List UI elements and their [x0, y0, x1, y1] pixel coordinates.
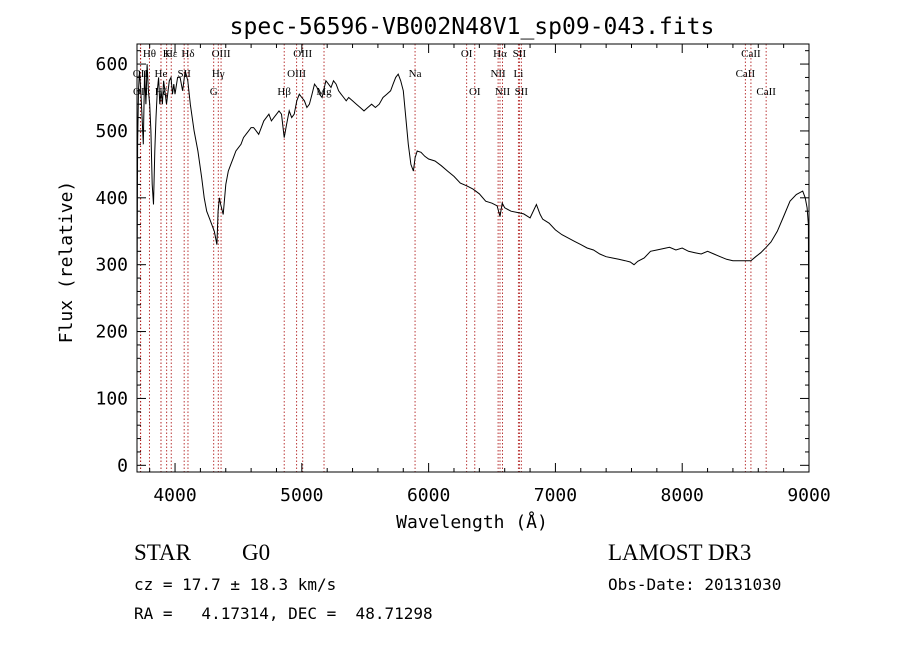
line-marker-label-12: OIII: [293, 48, 312, 60]
line-marker-label-25: CaII: [741, 48, 761, 60]
line-marker-label-22: Li: [514, 68, 524, 80]
line-marker-label-5: K: [163, 48, 171, 60]
x-axis: 4000 5000 6000 7000 8000 9000: [149, 44, 831, 506]
line-marker-label-9: OIII: [212, 48, 231, 60]
x-tick-label-3: 7000: [534, 485, 577, 506]
line-marker-label-14: Hβ: [277, 86, 291, 98]
survey-name: LAMOST DR3: [608, 540, 751, 565]
x-tick-label-5: 9000: [787, 485, 830, 506]
x-axis-label: Wavelength (Å): [396, 511, 548, 533]
line-marker-label-27: CaII: [756, 86, 776, 98]
redshift-text: cz = 17.7 ± 18.3 km/s: [134, 575, 336, 594]
line-marker-label-16: Na: [409, 68, 422, 80]
line-marker-label-7: Hδ: [181, 48, 194, 60]
spectrum-series: [136, 64, 810, 426]
coordinates-text: RA = 4.17314, DEC = 48.71298: [134, 604, 433, 623]
line-marker-label-10: Hγ: [212, 68, 225, 80]
object-class: STAR: [134, 540, 192, 565]
y-tick-label-3: 300: [95, 255, 128, 276]
line-marker-label-20: SII: [513, 48, 527, 60]
x-tick-label-2: 6000: [407, 485, 450, 506]
chart-title: spec-56596-VB002N48V1_sp09-043.fits: [230, 14, 715, 40]
line-marker-label-24: SII: [515, 86, 529, 98]
line-markers: [139, 44, 767, 472]
y-tick-label-1: 100: [95, 388, 128, 409]
line-marker-label-13: OIII: [287, 68, 306, 80]
y-tick-label-5: 500: [95, 121, 128, 142]
y-axis: 0 100 200 300 400 500 600: [95, 50, 809, 476]
y-tick-label-0: 0: [117, 455, 128, 476]
spectrum-line: [136, 64, 810, 426]
y-tick-label-6: 600: [95, 54, 128, 75]
line-marker-label-19: Hα: [493, 48, 507, 60]
line-marker-label-11: G: [210, 86, 218, 98]
y-tick-label-2: 200: [95, 322, 128, 343]
line-marker-label-3: Hθ: [143, 48, 156, 60]
y-tick-label-4: 400: [95, 188, 128, 209]
line-marker-label-18: OI: [469, 86, 481, 98]
line-marker-label-21: NII: [490, 68, 506, 80]
y-axis-label: Flux (relative): [56, 181, 77, 344]
line-marker-label-26: CaII: [736, 68, 756, 80]
x-tick-label-1: 5000: [280, 485, 323, 506]
x-tick-label-4: 8000: [661, 485, 704, 506]
plot-frame: [136, 43, 810, 473]
obs-date-text: Obs-Date: 20131030: [608, 575, 781, 594]
line-marker-label-6: He: [155, 68, 168, 80]
x-tick-label-0: 4000: [153, 485, 196, 506]
line-marker-label-1: OII: [133, 68, 149, 80]
line-marker-label-17: OI: [461, 48, 473, 60]
line-marker-label-23: NII: [495, 86, 511, 98]
object-subclass: G0: [242, 540, 270, 565]
